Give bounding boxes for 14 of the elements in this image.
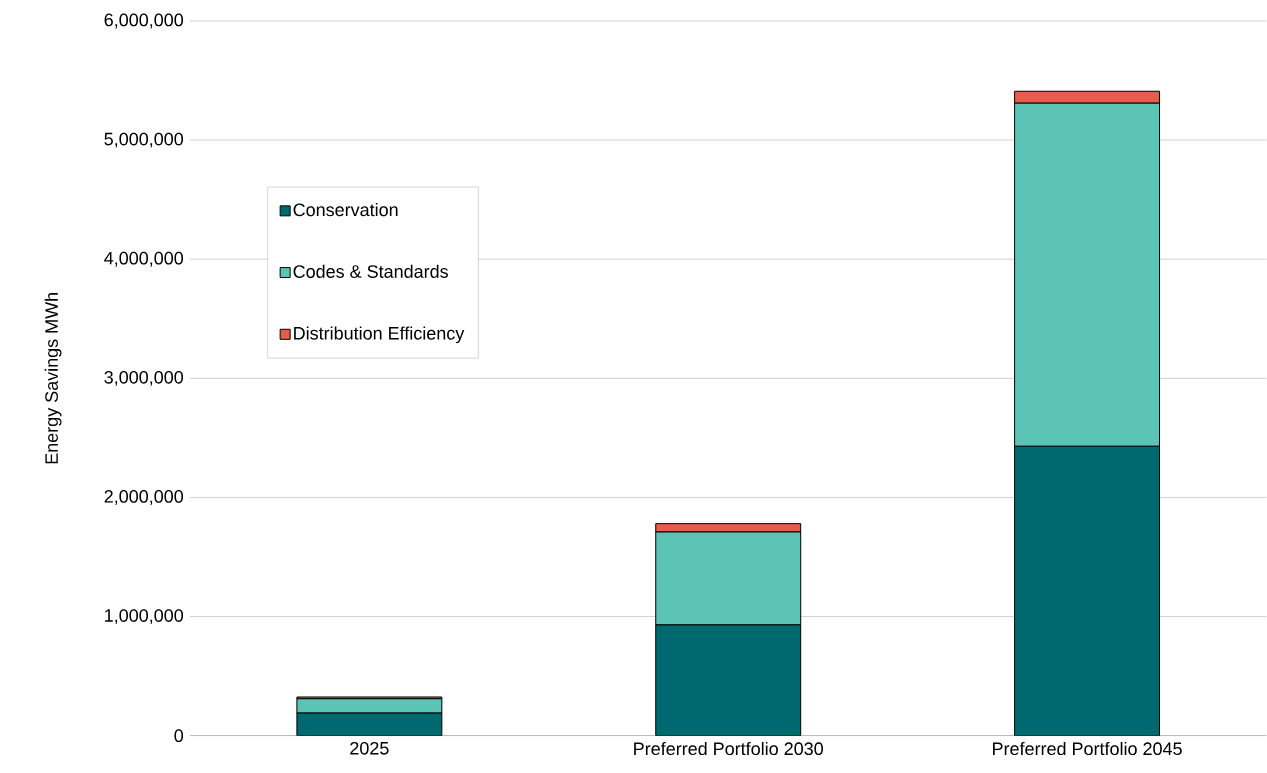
x-tick-label: 2025 bbox=[350, 742, 389, 755]
y-tick-label: 4,000,000 bbox=[104, 251, 184, 267]
y-tick-label: 5,000,000 bbox=[104, 132, 184, 148]
y-tick-label: 2,000,000 bbox=[104, 490, 184, 506]
x-tick-label: Preferred Portfolio 2045 bbox=[993, 742, 1182, 756]
legend-label: Conservation bbox=[293, 203, 398, 217]
legend-label: Distribution Efficiency bbox=[294, 326, 465, 344]
y-axis-title: Energy Savings MWh bbox=[44, 293, 62, 464]
y-tick-label: 3,000,000 bbox=[104, 371, 184, 386]
y-tick-label: 0 bbox=[174, 729, 184, 743]
y-tick-label: 6,000,000 bbox=[104, 13, 184, 29]
y-tick-label: 1,000,000 bbox=[105, 609, 184, 625]
x-tick-label: Preferred Portfolio 2030 bbox=[634, 742, 823, 756]
legend-label: Codes & Standards bbox=[293, 264, 448, 279]
